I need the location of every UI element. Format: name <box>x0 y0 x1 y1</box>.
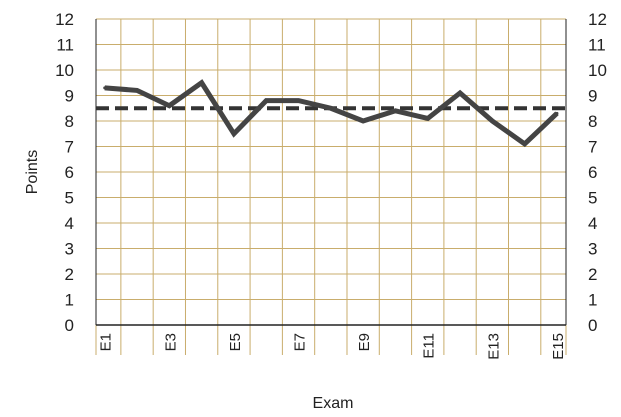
y-tick-label-right: 10 <box>588 61 607 80</box>
y-tick-label: 11 <box>56 36 74 55</box>
data-point <box>135 88 139 92</box>
data-point <box>232 132 236 136</box>
x-axis-label: Exam <box>313 395 354 412</box>
y-tick-label-right: 0 <box>588 316 597 335</box>
y-tick-label: 8 <box>65 112 74 131</box>
data-point <box>426 116 430 120</box>
x-tick-label: E3 <box>162 333 179 351</box>
y-tick-label: 2 <box>65 265 74 284</box>
y-tick-label: 1 <box>65 291 74 310</box>
data-point <box>200 81 204 85</box>
axes <box>95 19 567 326</box>
data-point <box>523 142 527 146</box>
y-tick-label: 10 <box>55 61 74 80</box>
data-point <box>393 109 397 113</box>
data-point <box>103 86 107 90</box>
data-point <box>264 99 268 103</box>
y-tick-label: 9 <box>65 87 74 106</box>
y-axis-label: Points <box>24 150 41 194</box>
y-tick-label-right: 4 <box>588 214 597 233</box>
y-tick-label: 12 <box>55 10 74 29</box>
y-tick-label-right: 9 <box>588 87 597 106</box>
y-tick-label-right: 6 <box>588 163 597 182</box>
y-tick-label-right: 12 <box>588 10 607 29</box>
data-point <box>458 91 462 95</box>
y-tick-label-right: 3 <box>588 240 597 259</box>
y-tick-label-right: 8 <box>588 112 597 131</box>
x-tick-label: E9 <box>356 333 373 351</box>
x-tick-label: E5 <box>227 333 244 351</box>
x-tick-label: E7 <box>292 333 309 351</box>
y-tick-label: 7 <box>65 138 74 157</box>
y-tick-label-right: 7 <box>588 138 597 157</box>
x-axis-ticks: E1 E3 E5 E7 E9 E11 E13 E15 <box>98 333 567 360</box>
x-tick-label: E1 <box>98 333 115 351</box>
y-tick-label-right: 1 <box>588 291 597 310</box>
x-tick-label: E15 <box>550 333 567 360</box>
y-tick-label: 4 <box>65 214 74 233</box>
data-point <box>361 119 365 123</box>
y-tick-label-right: 2 <box>588 265 597 284</box>
y-tick-label: 5 <box>65 189 74 208</box>
y-tick-label: 6 <box>65 163 74 182</box>
data-point <box>490 119 494 123</box>
y-tick-label: 0 <box>65 316 74 335</box>
data-point <box>167 104 171 108</box>
series-line <box>104 79 559 148</box>
y-tick-label: 3 <box>65 240 74 259</box>
x-tick-label: E11 <box>421 333 438 359</box>
data-point <box>329 106 333 110</box>
x-tick-label: E13 <box>485 333 502 360</box>
y-tick-label-right: 5 <box>588 189 597 208</box>
data-point <box>555 111 559 115</box>
data-point <box>297 99 301 103</box>
series-group <box>103 79 559 148</box>
grid-lines <box>95 18 567 355</box>
y-tick-label-right: 11 <box>588 36 606 55</box>
